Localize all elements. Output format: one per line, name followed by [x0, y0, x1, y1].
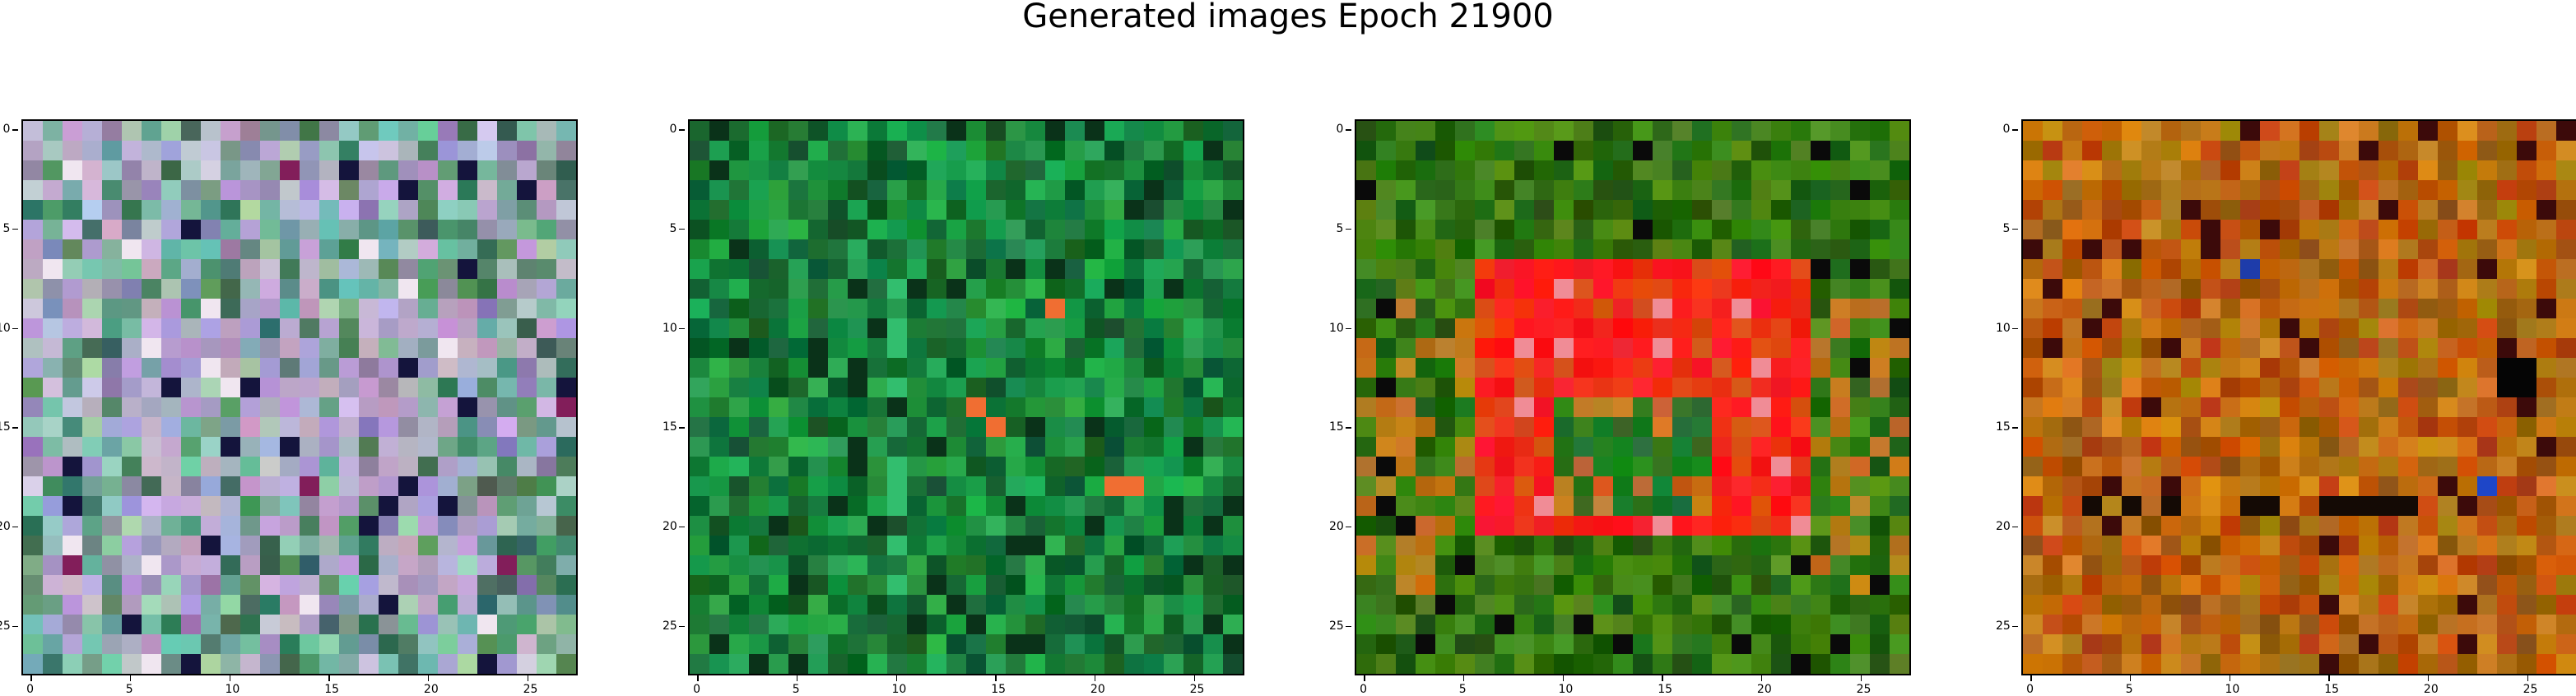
x-tick-label: 10 [892, 675, 906, 695]
x-tick-label: 15 [2324, 675, 2339, 695]
y-tick-label: 25 [1329, 620, 1351, 632]
x-tick-label: 25 [1190, 675, 1204, 695]
generated-image-2 [688, 119, 1244, 675]
x-tick-label: 0 [2026, 675, 2034, 695]
x-tick-label: 25 [2523, 675, 2537, 695]
x-tick-label: 10 [1559, 675, 1573, 695]
x-tick-label: 20 [2424, 675, 2439, 695]
y-tick-label: 15 [0, 421, 18, 433]
generated-image-panel-4 [2021, 119, 2576, 675]
x-tick-label: 0 [26, 675, 34, 695]
y-tick-label: 5 [2003, 223, 2018, 234]
y-tick-label: 15 [1996, 421, 2018, 433]
y-tick-label: 20 [663, 521, 685, 532]
x-tick-label: 0 [1360, 675, 1367, 695]
y-tick-label: 10 [1329, 322, 1351, 334]
x-tick-label: 5 [2126, 675, 2133, 695]
x-tick-label: 20 [1757, 675, 1772, 695]
x-tick-label: 10 [2225, 675, 2239, 695]
y-tick-label: 10 [663, 322, 685, 334]
y-tick-label: 25 [0, 620, 18, 632]
y-tick-label: 15 [1329, 421, 1351, 433]
x-tick-label: 15 [324, 675, 339, 695]
x-tick-label: 25 [523, 675, 537, 695]
generated-image-panel-2 [688, 119, 1244, 675]
y-tick-label: 0 [670, 123, 685, 135]
y-tick-label: 25 [663, 620, 685, 632]
x-tick-label: 20 [424, 675, 439, 695]
y-tick-label: 15 [663, 421, 685, 433]
generated-image-3 [1355, 119, 1911, 675]
figure-title-text: Generated images Epoch 21900 [1022, 0, 1554, 35]
image-canvas-2 [690, 121, 1243, 674]
generated-image-panel-3 [1355, 119, 1911, 675]
image-canvas-3 [1356, 121, 1909, 674]
x-tick-label: 15 [991, 675, 1006, 695]
y-tick-label: 10 [1996, 322, 2018, 334]
x-tick-label: 0 [693, 675, 700, 695]
generated-image-4 [2021, 119, 2576, 675]
figure-title: Generated images Epoch 21900 [0, 0, 2576, 33]
x-tick-label: 25 [1857, 675, 1871, 695]
x-tick-label: 15 [1658, 675, 1672, 695]
y-tick-label: 5 [1337, 223, 1351, 234]
y-tick-label: 5 [670, 223, 685, 234]
y-tick-label: 10 [0, 322, 18, 334]
image-canvas-1 [23, 121, 576, 674]
x-tick-label: 20 [1090, 675, 1105, 695]
generated-image-panel-1 [21, 119, 578, 675]
y-tick-label: 25 [1996, 620, 2018, 632]
y-tick-label: 20 [1329, 521, 1351, 532]
y-tick-label: 20 [0, 521, 18, 532]
x-tick-label: 5 [1459, 675, 1467, 695]
generated-image-1 [21, 119, 578, 675]
x-tick-label: 10 [226, 675, 239, 695]
y-tick-label: 20 [1996, 521, 2018, 532]
x-tick-label: 5 [126, 675, 133, 695]
image-canvas-4 [2023, 121, 2576, 674]
y-tick-label: 5 [3, 223, 18, 234]
y-tick-label: 0 [3, 123, 18, 135]
y-tick-label: 0 [1337, 123, 1351, 135]
x-tick-label: 5 [793, 675, 800, 695]
y-tick-label: 0 [2003, 123, 2018, 135]
